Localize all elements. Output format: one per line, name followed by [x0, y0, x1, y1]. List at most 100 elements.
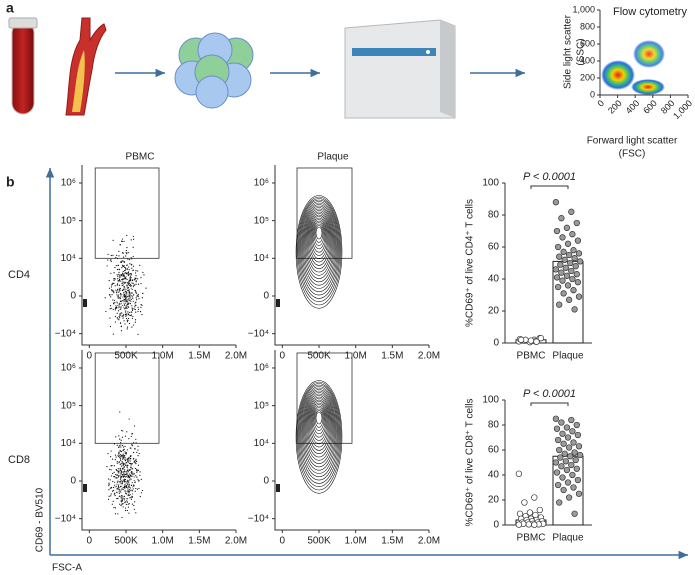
- event: [121, 460, 123, 462]
- event: [134, 306, 136, 308]
- event: [121, 516, 123, 519]
- event: [123, 314, 125, 316]
- data-point: [571, 306, 578, 313]
- y-tick-label: 60: [488, 445, 500, 456]
- event: [140, 306, 142, 308]
- y-tick-label: 0: [493, 338, 499, 349]
- event: [124, 451, 126, 453]
- contour: [122, 292, 128, 302]
- data-point: [574, 279, 582, 286]
- x-tick-label: 2.0M: [225, 351, 247, 362]
- event: [129, 263, 131, 265]
- event: [117, 455, 120, 458]
- event: [119, 275, 121, 277]
- event: [113, 506, 115, 509]
- data-point: [562, 458, 569, 465]
- contour: [309, 402, 328, 445]
- y-tick-label: 0: [493, 520, 499, 531]
- event: [128, 302, 130, 304]
- event: [114, 513, 117, 515]
- axis-title: Forward light scatter: [587, 136, 678, 147]
- x-tick-label: 600: [641, 98, 659, 116]
- event: [116, 274, 118, 276]
- event: [108, 280, 110, 282]
- event: [128, 512, 130, 514]
- event: [123, 274, 125, 276]
- event: [126, 268, 128, 270]
- event: [125, 482, 127, 484]
- event: [111, 294, 113, 296]
- data-point: [558, 419, 565, 426]
- contour: [301, 204, 337, 289]
- contour: [308, 399, 330, 451]
- event: [117, 280, 119, 282]
- data-point: [554, 283, 562, 291]
- event: [137, 469, 140, 471]
- event: [109, 325, 112, 328]
- event: [109, 294, 111, 296]
- event: [135, 297, 137, 299]
- event: [122, 252, 124, 254]
- event: [119, 313, 121, 315]
- data-point: [570, 247, 577, 254]
- event: [116, 469, 118, 472]
- data-point: [554, 436, 562, 444]
- event: [140, 492, 143, 494]
- event: [132, 255, 134, 258]
- data-point: [553, 227, 561, 235]
- data-point: [564, 282, 572, 289]
- contour: [303, 207, 335, 283]
- event: [112, 302, 115, 304]
- event: [118, 446, 120, 448]
- event: [118, 268, 120, 270]
- event: [122, 317, 124, 319]
- event: [133, 451, 135, 454]
- event: [129, 460, 131, 462]
- y-tick-label: 60: [488, 242, 500, 253]
- event: [118, 306, 120, 308]
- data-point: [536, 506, 543, 514]
- event: [128, 258, 131, 261]
- event: [123, 261, 125, 263]
- event: [121, 315, 123, 317]
- event-cloud: [83, 411, 144, 519]
- event: [106, 466, 108, 468]
- event: [129, 314, 131, 316]
- contour: [305, 395, 333, 461]
- event: [116, 317, 118, 319]
- contour: [315, 411, 323, 425]
- y-tick-label: 0: [70, 291, 76, 302]
- event: [137, 293, 139, 296]
- event: [127, 491, 129, 493]
- event: [133, 485, 135, 487]
- data-point: [531, 494, 538, 501]
- event: [128, 503, 130, 505]
- y-tick-label: 0: [263, 476, 269, 487]
- event: [140, 277, 142, 279]
- event: [130, 462, 132, 465]
- event: [125, 301, 127, 303]
- contour: [116, 283, 134, 311]
- event: [119, 450, 121, 452]
- event: [131, 267, 133, 269]
- event: [117, 304, 119, 306]
- event: [121, 454, 123, 456]
- event: [107, 453, 109, 455]
- axis-title: %CD69⁺ of live CD8⁺ T cells: [465, 398, 476, 526]
- event: [134, 284, 136, 286]
- event: [137, 333, 139, 335]
- data-point: [563, 224, 571, 231]
- event: [135, 291, 137, 293]
- y-tick-label: 10⁴: [61, 253, 76, 264]
- contour: [314, 410, 324, 428]
- event: [113, 292, 115, 294]
- event: [121, 436, 124, 438]
- event: [125, 281, 127, 283]
- event: [126, 501, 128, 503]
- event: [114, 285, 116, 287]
- event: [137, 464, 140, 466]
- event: [109, 304, 112, 307]
- data-point: [572, 456, 579, 464]
- x-tick-label: 200: [606, 98, 624, 116]
- event: [122, 444, 124, 447]
